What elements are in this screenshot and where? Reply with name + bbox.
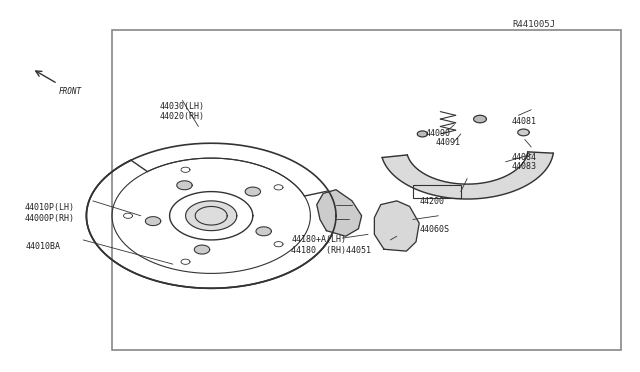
Text: 44091: 44091 (435, 138, 460, 147)
Text: 44060S: 44060S (419, 225, 449, 234)
Polygon shape (195, 245, 210, 254)
Text: 44083: 44083 (512, 162, 537, 171)
Text: 44030(LH): 44030(LH) (160, 102, 205, 111)
Polygon shape (256, 227, 271, 236)
Text: 44090: 44090 (426, 129, 451, 138)
Text: 44180  (RH)44051: 44180 (RH)44051 (291, 246, 371, 254)
Polygon shape (145, 217, 161, 225)
Text: 44000P(RH): 44000P(RH) (24, 214, 74, 223)
Text: 44081: 44081 (512, 117, 537, 126)
Polygon shape (245, 187, 260, 196)
Polygon shape (417, 131, 428, 137)
Polygon shape (186, 201, 237, 231)
Polygon shape (177, 181, 192, 190)
Text: 44200: 44200 (419, 197, 444, 206)
Text: 44180+A(LH): 44180+A(LH) (291, 235, 346, 244)
Text: 44010P(LH): 44010P(LH) (24, 203, 74, 212)
Polygon shape (474, 115, 486, 123)
Text: 44084: 44084 (512, 153, 537, 161)
Text: R441005J: R441005J (512, 20, 555, 29)
Polygon shape (317, 190, 362, 236)
Text: FRONT: FRONT (59, 87, 82, 96)
Text: 44010BA: 44010BA (26, 242, 61, 251)
Polygon shape (374, 201, 419, 251)
Text: 44020(RH): 44020(RH) (160, 112, 205, 121)
Polygon shape (518, 129, 529, 136)
Polygon shape (382, 152, 553, 199)
